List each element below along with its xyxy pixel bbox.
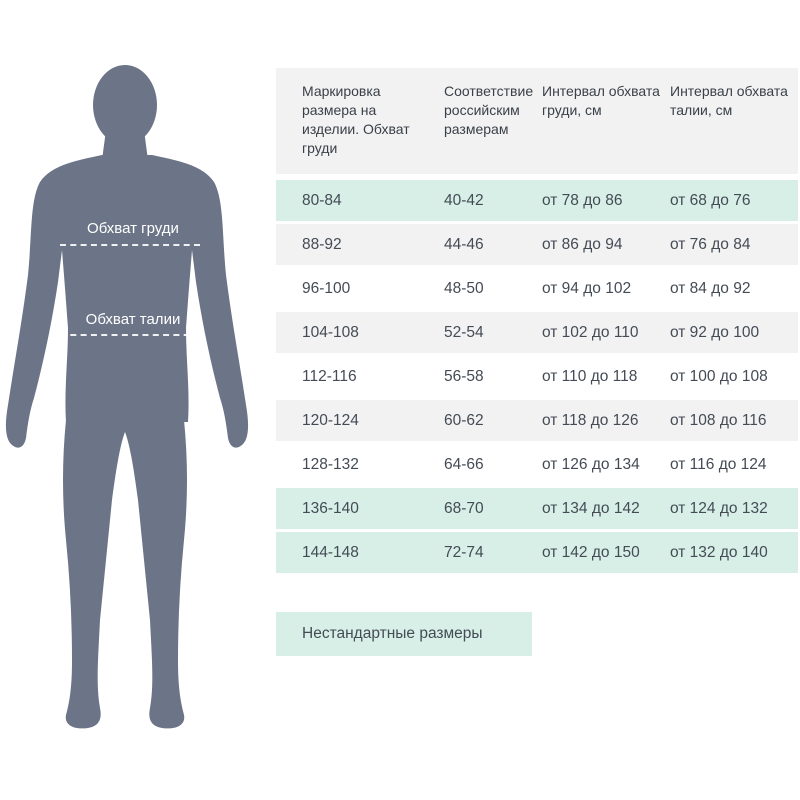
cell-chest-range: от 142 до 150 <box>542 532 670 576</box>
waist-line <box>60 334 200 336</box>
table-row: 96-100 48-50 от 94 до 102 от 84 до 92 <box>276 268 798 312</box>
cell-waist-range: от 100 до 108 <box>670 356 798 400</box>
male-body-icon <box>5 65 249 729</box>
cell-waist-range: от 68 до 76 <box>670 180 798 224</box>
table-body: 80-84 40-42 от 78 до 86 от 68 до 76 88-92 44-… <box>276 180 798 576</box>
cell-russian-size: 44-46 <box>418 224 542 268</box>
cell-russian-size: 40-42 <box>418 180 542 224</box>
header-waist-range: Интервал обхвата талии, см <box>670 68 798 180</box>
cell-chest-range: от 86 до 94 <box>542 224 670 268</box>
size-chart-table: Маркировка размера на изделии. Обхват гр… <box>276 68 798 576</box>
table-row: 88-92 44-46 от 86 до 94 от 76 до 84 <box>276 224 798 268</box>
cell-russian-size: 52-54 <box>418 312 542 356</box>
cell-size-marking: 104-108 <box>276 312 418 356</box>
cell-waist-range: от 108 до 116 <box>670 400 798 444</box>
cell-russian-size: 60-62 <box>418 400 542 444</box>
cell-size-marking: 80-84 <box>276 180 418 224</box>
cell-russian-size: 64-66 <box>418 444 542 488</box>
cell-size-marking: 136-140 <box>276 488 418 532</box>
cell-chest-range: от 118 до 126 <box>542 400 670 444</box>
cell-russian-size: 48-50 <box>418 268 542 312</box>
table-row: 128-132 64-66 от 126 до 134 от 116 до 124 <box>276 444 798 488</box>
cell-size-marking: 144-148 <box>276 532 418 576</box>
cell-waist-range: от 84 до 92 <box>670 268 798 312</box>
cell-chest-range: от 110 до 118 <box>542 356 670 400</box>
table-row: 80-84 40-42 от 78 до 86 от 68 до 76 <box>276 180 798 224</box>
cell-russian-size: 68-70 <box>418 488 542 532</box>
cell-waist-range: от 76 до 84 <box>670 224 798 268</box>
chest-girth-label: Обхват груди <box>87 220 179 237</box>
table-row: 120-124 60-62 от 118 до 126 от 108 до 116 <box>276 400 798 444</box>
cell-waist-range: от 132 до 140 <box>670 532 798 576</box>
silhouette-shape <box>5 65 249 729</box>
table-header-row: Маркировка размера на изделии. Обхват гр… <box>276 68 798 180</box>
cell-size-marking: 88-92 <box>276 224 418 268</box>
cell-chest-range: от 134 до 142 <box>542 488 670 532</box>
cell-chest-range: от 78 до 86 <box>542 180 670 224</box>
cell-russian-size: 56-58 <box>418 356 542 400</box>
cell-chest-range: от 102 до 110 <box>542 312 670 356</box>
header-size-marking: Маркировка размера на изделии. Обхват гр… <box>276 68 418 180</box>
cell-size-marking: 120-124 <box>276 400 418 444</box>
cell-size-marking: 96-100 <box>276 268 418 312</box>
table-row: 136-140 68-70 от 134 до 142 от 124 до 132 <box>276 488 798 532</box>
cell-size-marking: 112-116 <box>276 356 418 400</box>
cell-chest-range: от 126 до 134 <box>542 444 670 488</box>
cell-waist-range: от 92 до 100 <box>670 312 798 356</box>
nonstandard-sizes-legend: Нестандартные размеры <box>276 612 532 656</box>
human-silhouette: Обхват груди Обхват талии <box>0 60 250 740</box>
table-row: 104-108 52-54 от 102 до 110 от 92 до 100 <box>276 312 798 356</box>
table-row: 112-116 56-58 от 110 до 118 от 100 до 108 <box>276 356 798 400</box>
cell-russian-size: 72-74 <box>418 532 542 576</box>
cell-size-marking: 128-132 <box>276 444 418 488</box>
header-russian-size: Соответствие российским размерам <box>418 68 542 180</box>
cell-waist-range: от 116 до 124 <box>670 444 798 488</box>
table-row: 144-148 72-74 от 142 до 150 от 132 до 140 <box>276 532 798 576</box>
waist-girth-label: Обхват талии <box>85 311 181 328</box>
cell-chest-range: от 94 до 102 <box>542 268 670 312</box>
header-chest-range: Интервал обхвата груди, см <box>542 68 670 180</box>
chest-line <box>60 244 200 246</box>
cell-waist-range: от 124 до 132 <box>670 488 798 532</box>
